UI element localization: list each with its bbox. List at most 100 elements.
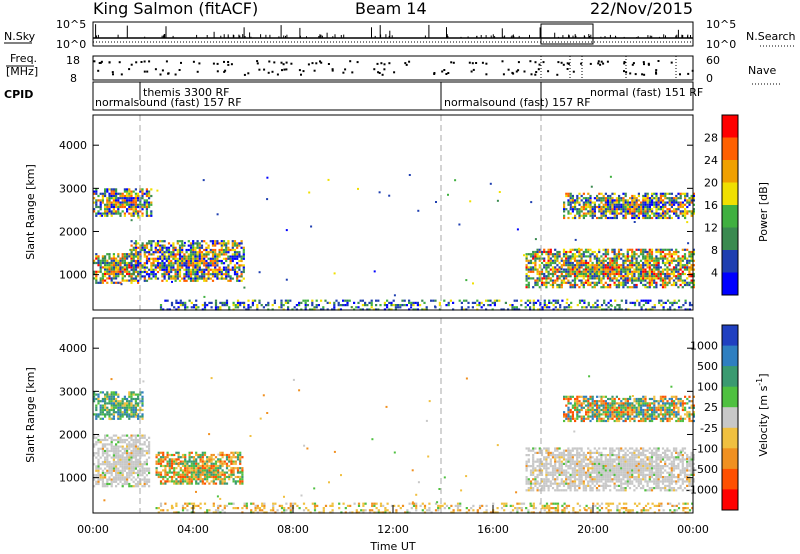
velocity-cell [141, 471, 144, 475]
velocity-cell [126, 456, 129, 459]
power-cell [613, 205, 616, 209]
power-cell [128, 266, 131, 269]
power-cell [679, 210, 682, 213]
power-cell [631, 197, 634, 200]
velocity-cell [130, 393, 133, 396]
power-cell [562, 261, 566, 265]
power-cell [692, 272, 695, 276]
freq-sample [529, 60, 532, 63]
power-cell [209, 248, 212, 252]
velocity-cell [128, 460, 131, 464]
power-cell [551, 283, 555, 287]
power-cell [298, 301, 301, 304]
velocity-cell [274, 502, 277, 505]
velocity-cell [128, 391, 131, 394]
freq-sample [530, 73, 533, 76]
power-cell [580, 279, 583, 282]
power-cell [661, 272, 665, 276]
power-cell [562, 253, 566, 256]
power-cell [211, 255, 215, 258]
velocity-cell [184, 453, 187, 457]
power-cell [192, 268, 195, 271]
power-cell [181, 257, 184, 260]
power-cell [657, 266, 660, 269]
power-cell [637, 192, 640, 195]
power-cell [578, 208, 581, 211]
velocity-cell [128, 404, 131, 407]
power-cell [218, 266, 221, 269]
power-cell [129, 248, 132, 251]
velocity-cell [121, 413, 124, 416]
freq-sample [655, 71, 657, 74]
power-cell [635, 261, 638, 265]
power-cell [185, 273, 188, 276]
power-cell [580, 199, 583, 202]
velocity-cell [434, 502, 438, 505]
velocity-cell [119, 480, 122, 483]
power-cell [178, 275, 182, 278]
power-cell [644, 255, 647, 258]
freq-sample [515, 70, 518, 73]
freq-sample [606, 60, 609, 63]
velocity-cell [527, 487, 530, 490]
power-cell [192, 248, 195, 252]
power-cell [684, 208, 687, 211]
power-cell [200, 246, 204, 249]
power-cell [615, 255, 618, 258]
power-cell [628, 264, 632, 267]
power-cell [569, 212, 572, 215]
velocity-cell [219, 478, 222, 481]
power-cell [225, 277, 228, 280]
freq-sample [566, 68, 569, 70]
power-cell [690, 210, 693, 213]
freq-sample [196, 70, 199, 73]
power-cell [633, 201, 636, 204]
power-cell [145, 279, 149, 282]
velocity-cell [230, 502, 233, 505]
power-cell [637, 255, 640, 258]
freq-sample [445, 73, 448, 75]
power-cell [130, 214, 133, 217]
power-cell [192, 306, 196, 309]
freq-sample [212, 62, 215, 65]
freq-sample [691, 69, 694, 72]
velocity-cell [112, 467, 115, 470]
power-cell [684, 203, 687, 206]
power-cell [192, 246, 195, 249]
power-cell [569, 250, 572, 254]
velocity-cell [236, 453, 240, 457]
power-cell [690, 197, 693, 200]
power-cell [593, 197, 596, 200]
velocity-cell [168, 469, 171, 472]
velocity-cell [110, 480, 113, 483]
velocity-cell [199, 456, 202, 459]
power-cell [170, 255, 173, 258]
velocity-cell [534, 480, 537, 483]
velocity-cell [104, 443, 107, 446]
power-cell [236, 253, 239, 256]
power-cell [165, 268, 168, 271]
freq-sample [560, 61, 563, 64]
power-cell [95, 270, 98, 273]
power-cell [659, 208, 662, 211]
power-cell [662, 201, 665, 204]
velocity-cell [126, 465, 129, 468]
power-cell [143, 268, 146, 271]
power-cell [141, 205, 144, 209]
velocity-cell [164, 467, 167, 470]
power-cell [388, 301, 391, 304]
power-cell [664, 216, 667, 220]
power-cell [143, 277, 146, 280]
velocity-cell [184, 458, 187, 461]
power-cell [126, 266, 129, 269]
power-cell [672, 257, 676, 260]
power-cell [660, 299, 663, 302]
power-cell [236, 275, 239, 278]
power-cell [677, 277, 680, 280]
velocity-cell [199, 453, 202, 457]
velocity-cell [415, 502, 418, 505]
power-cell [130, 194, 133, 198]
power-cell [549, 261, 552, 265]
power-cell [238, 244, 241, 247]
power-cell [545, 266, 548, 269]
